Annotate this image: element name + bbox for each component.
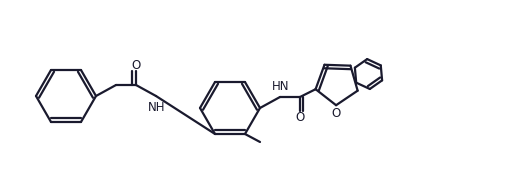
- Text: O: O: [131, 59, 140, 71]
- Text: O: O: [295, 110, 304, 124]
- Text: O: O: [331, 107, 340, 120]
- Text: HN: HN: [272, 79, 289, 92]
- Text: NH: NH: [148, 100, 165, 113]
